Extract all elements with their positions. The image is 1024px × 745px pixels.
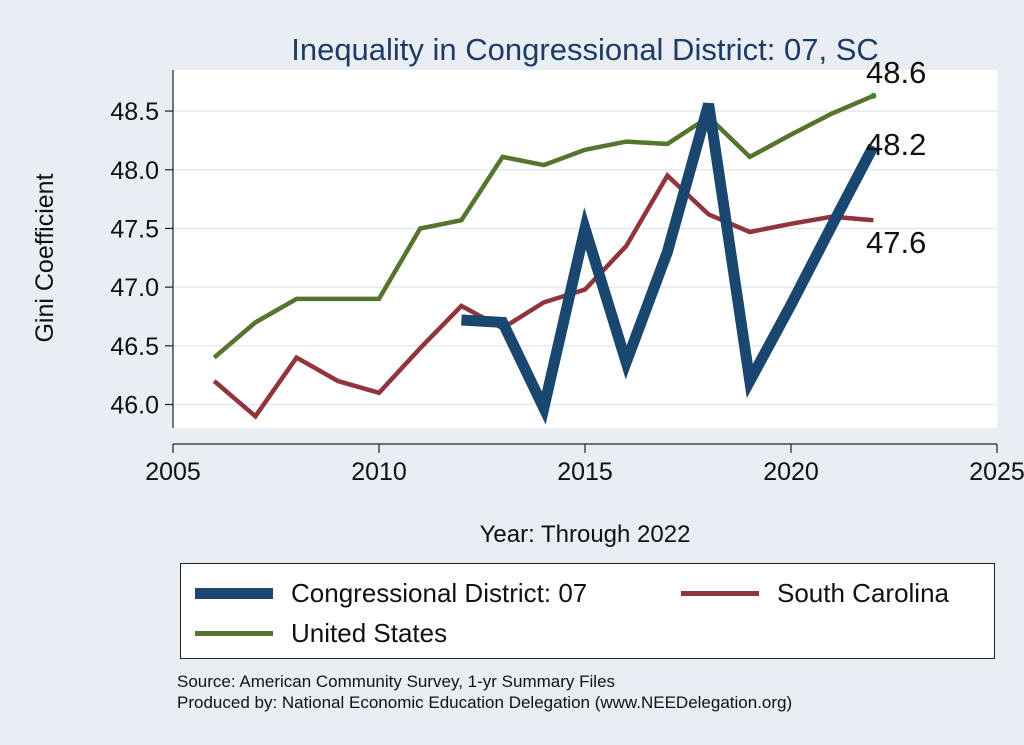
x-tick-label: 2015 bbox=[557, 458, 613, 486]
producer-line: Produced by: National Economic Education… bbox=[177, 693, 793, 712]
end-label-us: 48.6 bbox=[866, 55, 926, 90]
source-line: Source: American Community Survey, 1-yr … bbox=[177, 672, 616, 691]
source-note: Source: American Community Survey, 1-yr … bbox=[177, 671, 792, 713]
series-line-us bbox=[212, 93, 875, 360]
y-tick-label: 46.0 bbox=[110, 392, 159, 420]
y-tick-label: 48.0 bbox=[110, 157, 159, 185]
end-label-district: 48.2 bbox=[866, 127, 926, 162]
y-tick-label: 46.5 bbox=[110, 333, 159, 361]
chart-title: Inequality in Congressional District: 07… bbox=[291, 32, 879, 67]
legend-label-state: South Carolina bbox=[777, 578, 949, 608]
legend-swatch-state bbox=[681, 591, 759, 596]
legend-item-us: United States bbox=[195, 618, 447, 649]
x-tick-label: 2005 bbox=[145, 458, 201, 486]
legend-item-district: Congressional District: 07 bbox=[195, 578, 587, 609]
y-tick-label: 47.5 bbox=[110, 215, 159, 243]
x-axis-label: Year: Through 2022 bbox=[480, 521, 691, 548]
end-marker-us bbox=[870, 92, 877, 99]
y-tick-label: 48.5 bbox=[110, 98, 159, 126]
series-line-district bbox=[461, 102, 879, 425]
series-lines bbox=[212, 92, 879, 425]
y-axis-label: Gini Coefficient bbox=[31, 173, 59, 342]
y-tick-label: 47.0 bbox=[110, 274, 159, 302]
x-tick-label: 2010 bbox=[351, 458, 407, 486]
axes: 46.0 46.5 47.0 47.5 48.0 48.5 2005 2010 2015 2020… bbox=[110, 70, 1024, 486]
end-label-state: 47.6 bbox=[866, 225, 926, 260]
x-tick-label: 2025 bbox=[969, 458, 1024, 486]
legend: Congressional District: 07 South Carolin… bbox=[180, 563, 995, 659]
series-line-state bbox=[212, 172, 874, 420]
legend-item-state: South Carolina bbox=[681, 578, 949, 609]
end-labels: 48.2 47.6 48.6 bbox=[866, 55, 926, 260]
legend-label-district: Congressional District: 07 bbox=[291, 578, 588, 608]
line-chart: 46.0 46.5 47.0 47.5 48.0 48.5 2005 2010 2015 2020… bbox=[31, 32, 1024, 548]
legend-swatch-district bbox=[195, 588, 273, 599]
legend-swatch-us bbox=[195, 631, 273, 636]
legend-label-us: United States bbox=[291, 618, 448, 648]
x-tick-label: 2020 bbox=[763, 458, 819, 486]
